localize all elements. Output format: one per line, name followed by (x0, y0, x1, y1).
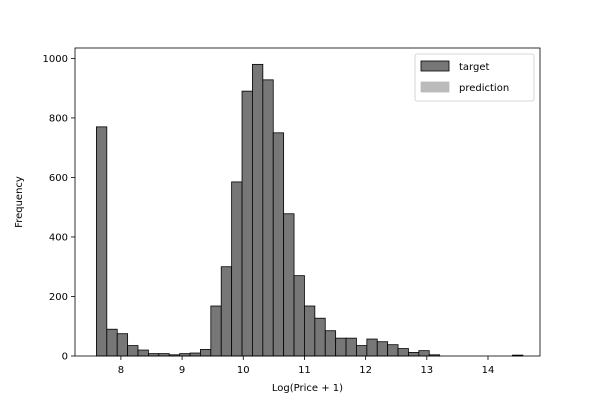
x-tick-label: 8 (118, 365, 124, 376)
x-tick-label: 13 (420, 365, 433, 376)
x-tick-label: 11 (298, 365, 311, 376)
histogram-bar (252, 63, 264, 357)
histogram-bar (324, 330, 337, 357)
histogram-bar (262, 79, 274, 357)
histogram-bar (376, 341, 389, 357)
legend-label-target: target (459, 62, 489, 73)
y-tick-label: 600 (49, 173, 68, 184)
x-tick-label: 10 (237, 365, 250, 376)
histogram-bar (283, 213, 295, 357)
x-axis-label: Log(Price + 1) (272, 383, 343, 394)
histogram-bar (366, 338, 378, 357)
y-tick-label: 0 (62, 352, 68, 363)
histogram-bar (116, 333, 129, 357)
legend-swatch-target (420, 60, 450, 72)
histogram-bar (387, 344, 399, 357)
histogram-bar (127, 345, 139, 357)
histogram-bar (241, 90, 253, 357)
histogram-bar (106, 328, 118, 357)
histogram-bar (408, 352, 420, 357)
histogram-bar (210, 305, 222, 357)
y-axis-label: Frequency (14, 176, 25, 228)
y-tick-label: 1000 (43, 54, 68, 65)
histogram-bar (272, 132, 285, 357)
legend-label-prediction: prediction (459, 83, 509, 94)
y-tick-label: 200 (49, 292, 68, 303)
ticks-group: 8 9 10 11 12 13 14 0 200 400 600 800 1000 (43, 54, 495, 376)
histogram-bar (220, 266, 233, 357)
y-tick-label: 400 (49, 232, 68, 243)
histogram-bar (335, 337, 347, 357)
histogram-bar (304, 305, 316, 357)
histogram-bar (397, 348, 409, 357)
x-tick-label: 14 (482, 365, 495, 376)
histogram-bar (231, 181, 243, 357)
histogram-bar (137, 349, 149, 357)
histogram-bar (200, 349, 212, 357)
histogram-bar (345, 337, 357, 357)
legend-swatch-prediction (420, 81, 450, 93)
plot-frame (74, 47, 541, 357)
x-tick-label: 12 (359, 365, 372, 376)
histogram-bar (356, 345, 368, 357)
y-tick-label: 800 (49, 113, 68, 124)
histogram-bar (189, 352, 201, 357)
histogram-bar (293, 275, 305, 357)
legend: target prediction (414, 53, 535, 102)
histogram-bar (314, 317, 326, 357)
x-tick-label: 9 (179, 365, 185, 376)
histogram-bar (418, 350, 430, 357)
histogram-bar (96, 126, 108, 357)
